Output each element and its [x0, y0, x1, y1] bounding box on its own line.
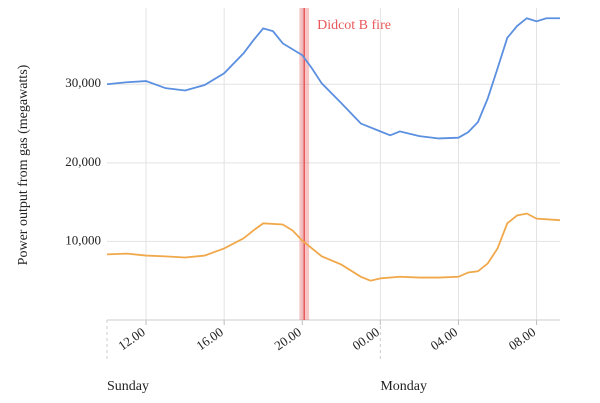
y-axis-label: Power output from gas (megawatts) [16, 64, 31, 265]
x-tick-label: 12.00 [115, 324, 148, 353]
series-line [106, 212, 561, 282]
x-tick-label: 20.00 [271, 324, 304, 353]
y-tick-label: 30,000 [65, 75, 101, 90]
day-label: Sunday [107, 379, 149, 394]
y-tick-label: 10,000 [65, 232, 101, 247]
annotation-text: Didcot B fire [317, 18, 391, 33]
x-tick-label: 04.00 [428, 324, 461, 353]
series-line [106, 17, 560, 140]
day-label: Monday [380, 379, 427, 394]
x-tick-label: 16.00 [193, 324, 226, 353]
x-tick-label: 08.00 [506, 324, 539, 353]
y-tick-label: 20,000 [65, 154, 101, 169]
x-tick-label: 00.00 [350, 324, 383, 353]
